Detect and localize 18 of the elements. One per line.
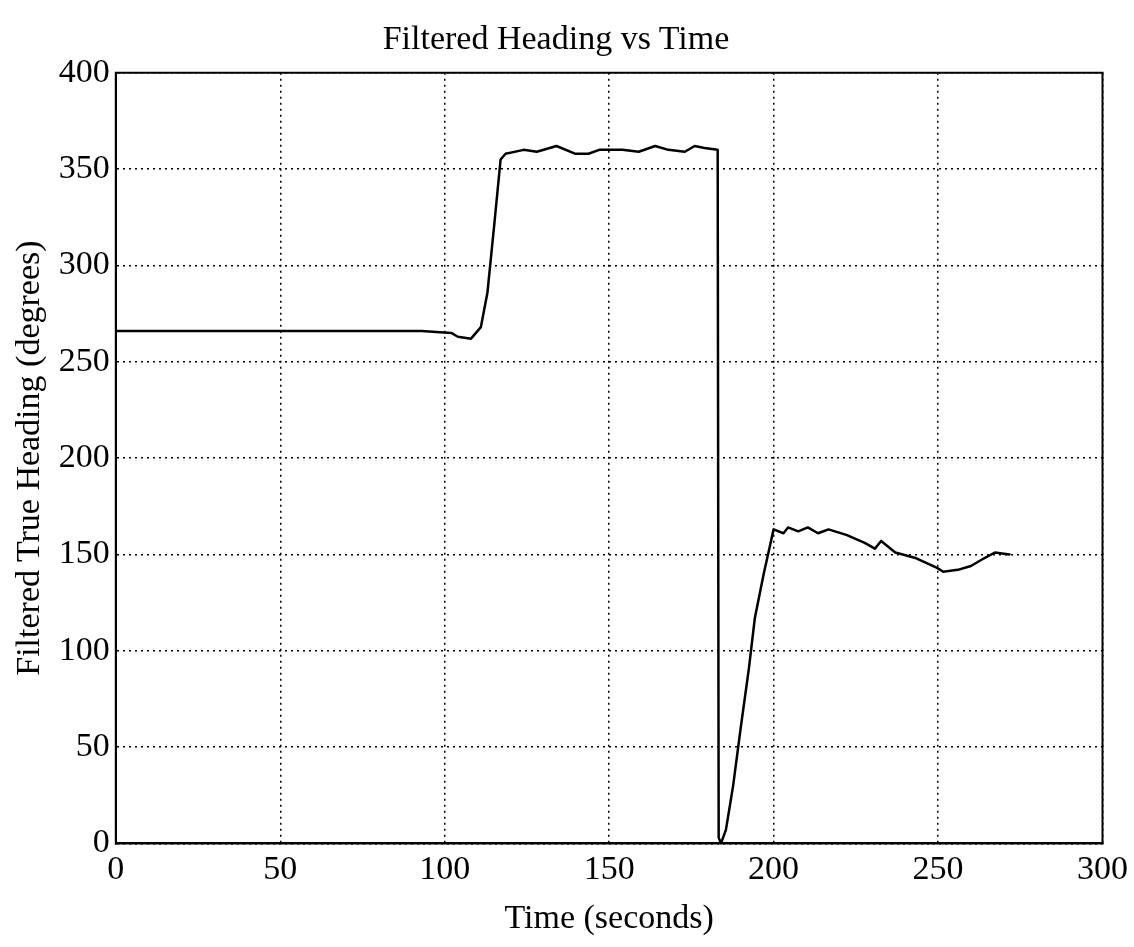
x-tick-label: 250: [912, 848, 964, 886]
y-tick-label: 250: [58, 340, 110, 378]
y-tick-label: 50: [75, 726, 110, 763]
x-tick-label: 150: [583, 848, 635, 886]
x-tick-label: 300: [1077, 848, 1128, 886]
y-tick-label: 150: [58, 533, 110, 571]
y-tick-label: 0: [92, 822, 110, 860]
x-tick-label: 50: [263, 848, 298, 886]
x-tick-label: 100: [419, 848, 471, 886]
y-tick-label: 350: [58, 148, 110, 186]
x-tick-label: 200: [748, 848, 800, 886]
y-tick-label: 400: [58, 51, 110, 89]
y-tick-label: 300: [58, 244, 110, 282]
y-tick-label: 200: [58, 437, 110, 475]
y-tick-label: 100: [58, 629, 110, 667]
y-axis-title: Filtered True Heading (degrees): [9, 240, 48, 676]
x-axis-title: Time (seconds): [504, 897, 714, 936]
chart-title: Filtered Heading vs Time: [382, 19, 730, 57]
